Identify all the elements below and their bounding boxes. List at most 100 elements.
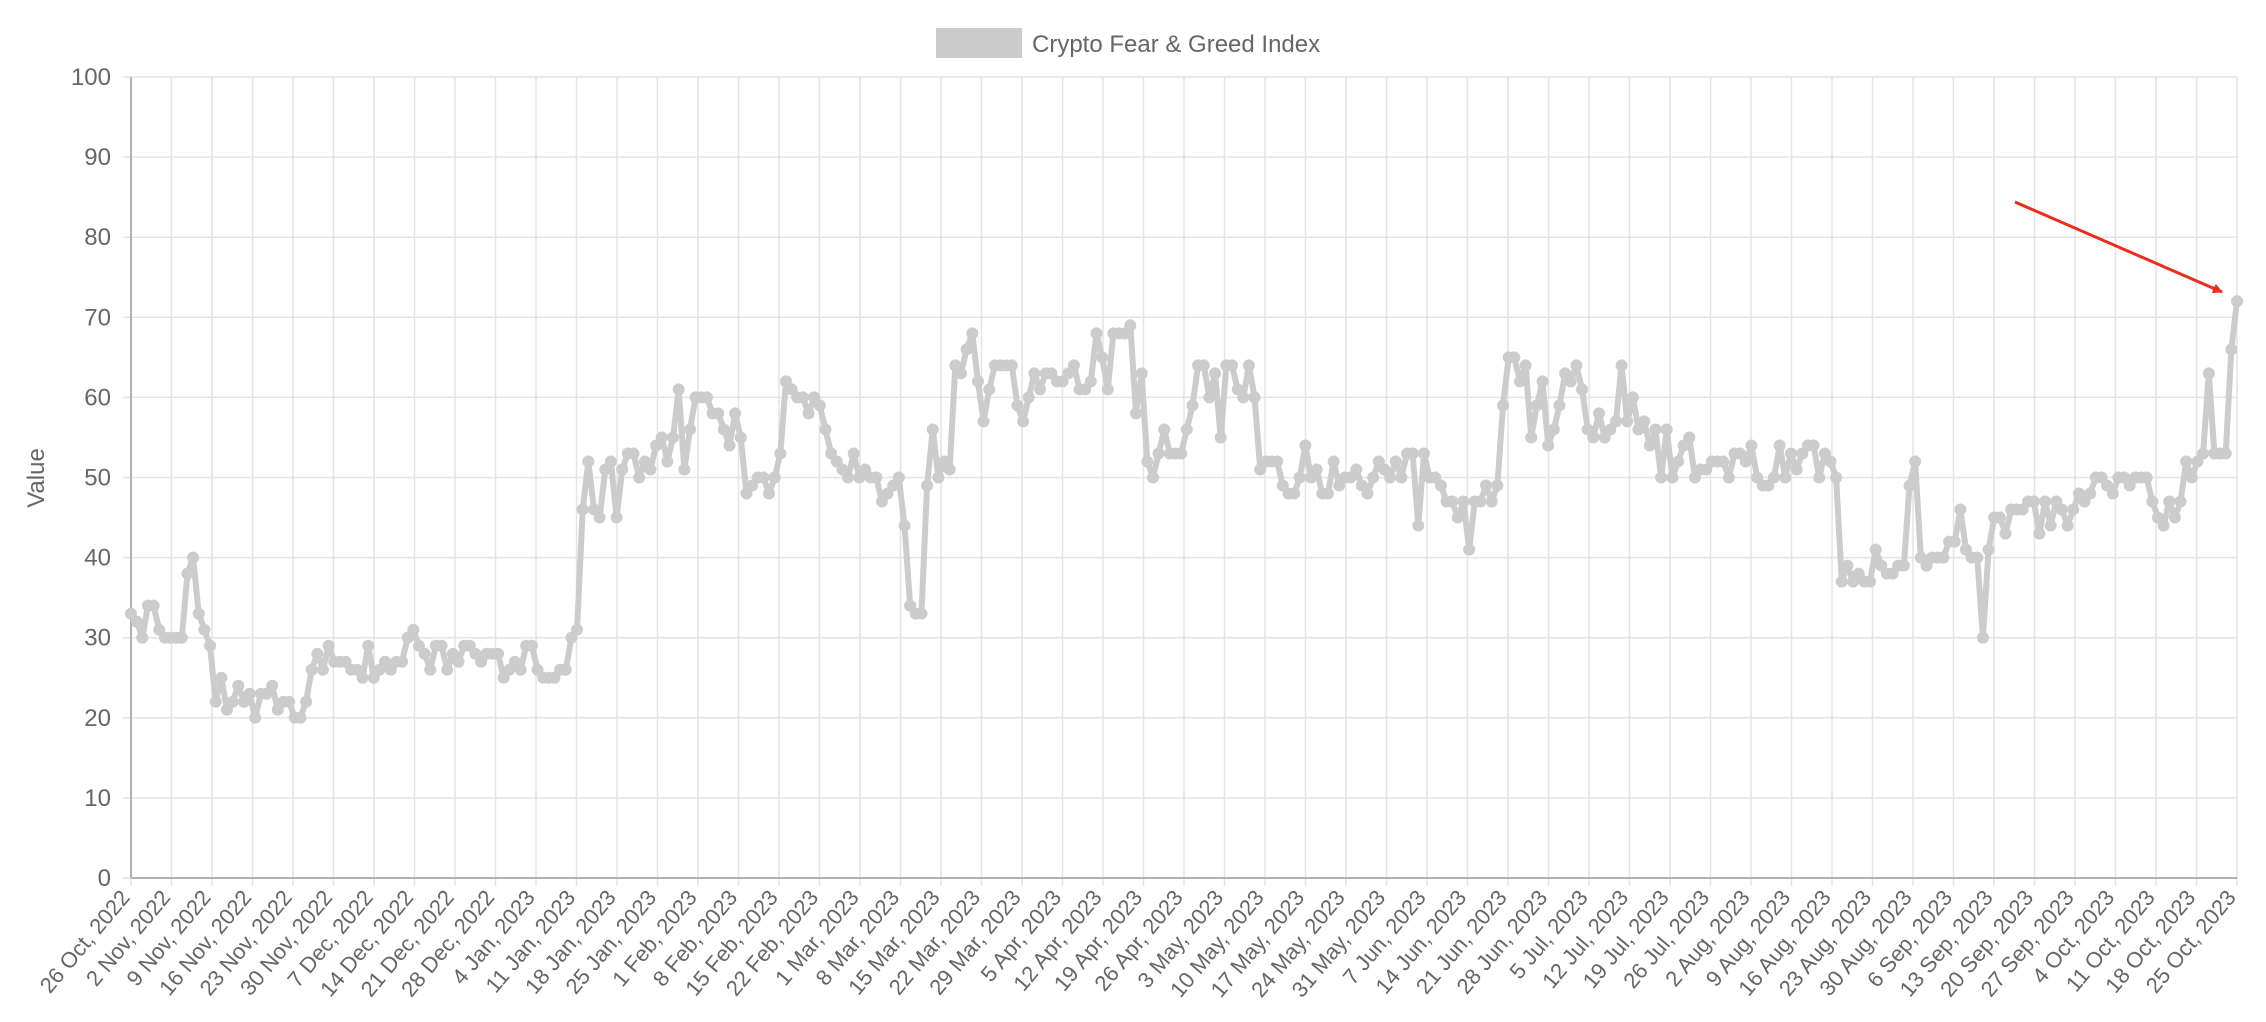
y-tick-labels: 0 10 20 30 40 50 60 70 80 90 100 bbox=[71, 64, 111, 892]
data-point bbox=[396, 655, 409, 668]
data-point bbox=[1327, 455, 1340, 468]
data-point bbox=[1293, 471, 1306, 484]
data-point bbox=[1897, 559, 1910, 572]
data-point bbox=[1745, 439, 1758, 452]
series-fear-greed bbox=[125, 295, 2243, 724]
data-point bbox=[525, 639, 538, 652]
data-point bbox=[407, 623, 420, 636]
data-point bbox=[1384, 471, 1397, 484]
data-point bbox=[616, 463, 629, 476]
data-point bbox=[1643, 439, 1656, 452]
data-point bbox=[2180, 455, 2193, 468]
data-point bbox=[198, 623, 211, 636]
data-point bbox=[356, 671, 369, 684]
data-point bbox=[774, 447, 787, 460]
data-point bbox=[915, 607, 928, 620]
data-point bbox=[1717, 455, 1730, 468]
data-point bbox=[1209, 367, 1222, 380]
data-point bbox=[576, 503, 589, 516]
data-point bbox=[1841, 559, 1854, 572]
data-point bbox=[633, 471, 646, 484]
data-point bbox=[1570, 359, 1583, 372]
data-point bbox=[1722, 471, 1735, 484]
data-point bbox=[424, 663, 437, 676]
data-point bbox=[1638, 415, 1651, 428]
data-point bbox=[700, 391, 713, 404]
data-point bbox=[2185, 471, 2198, 484]
data-point bbox=[1553, 399, 1566, 412]
data-point bbox=[2225, 343, 2238, 356]
data-point bbox=[1564, 375, 1577, 388]
data-point bbox=[1389, 455, 1402, 468]
data-point bbox=[1971, 551, 1984, 564]
data-point bbox=[1141, 455, 1154, 468]
data-point bbox=[1530, 399, 1543, 412]
data-point bbox=[1948, 535, 1961, 548]
data-point bbox=[1158, 423, 1171, 436]
data-point bbox=[1993, 511, 2006, 524]
data-point bbox=[712, 407, 725, 420]
data-point bbox=[1830, 471, 1843, 484]
data-point bbox=[1135, 367, 1148, 380]
data-point bbox=[514, 663, 527, 676]
data-point bbox=[1034, 383, 1047, 396]
data-point bbox=[661, 455, 674, 468]
data-point bbox=[2027, 495, 2040, 508]
data-point bbox=[209, 695, 222, 708]
data-point bbox=[1773, 439, 1786, 452]
y-tick-label: 0 bbox=[98, 865, 111, 892]
y-tick-label: 100 bbox=[71, 64, 111, 91]
data-point bbox=[1022, 391, 1035, 404]
data-point bbox=[1175, 447, 1188, 460]
data-point bbox=[311, 647, 324, 660]
data-point bbox=[1130, 407, 1143, 420]
data-point bbox=[1361, 487, 1374, 500]
data-point bbox=[492, 647, 504, 660]
data-point bbox=[1813, 471, 1826, 484]
data-point bbox=[1864, 575, 1876, 588]
data-point bbox=[266, 679, 279, 692]
y-tick-label: 70 bbox=[84, 304, 111, 331]
data-point bbox=[1180, 423, 1193, 436]
data-point bbox=[1660, 423, 1673, 436]
data-point bbox=[1434, 479, 1447, 492]
data-point bbox=[977, 415, 990, 428]
data-point bbox=[2231, 295, 2243, 308]
data-point bbox=[1937, 551, 1950, 564]
data-point bbox=[130, 615, 143, 628]
y-tick-label: 30 bbox=[84, 625, 111, 652]
data-point bbox=[1457, 495, 1470, 508]
data-point bbox=[1417, 447, 1430, 460]
data-point bbox=[921, 479, 934, 492]
data-point bbox=[1497, 399, 1510, 412]
data-point bbox=[435, 639, 448, 652]
data-point bbox=[1536, 375, 1549, 388]
axes bbox=[130, 77, 2237, 879]
data-point bbox=[300, 695, 313, 708]
data-point bbox=[1513, 375, 1526, 388]
data-point bbox=[1299, 439, 1312, 452]
data-point bbox=[1101, 383, 1114, 396]
y-tick-label: 90 bbox=[84, 144, 111, 171]
data-point bbox=[1982, 543, 1995, 556]
data-point bbox=[898, 519, 911, 532]
data-point bbox=[441, 663, 454, 676]
data-point bbox=[604, 455, 617, 468]
data-point bbox=[678, 463, 691, 476]
data-point bbox=[983, 383, 996, 396]
data-point bbox=[2157, 519, 2170, 532]
legend[interactable]: Crypto Fear & Greed Index bbox=[936, 28, 1320, 58]
data-point bbox=[2044, 519, 2057, 532]
data-point bbox=[1288, 487, 1301, 500]
data-point bbox=[1412, 519, 1425, 532]
data-point bbox=[1615, 359, 1628, 372]
data-point bbox=[593, 511, 606, 524]
data-point bbox=[232, 679, 245, 692]
data-point bbox=[1790, 463, 1803, 476]
data-point bbox=[1203, 391, 1216, 404]
data-point bbox=[2055, 503, 2068, 516]
data-point bbox=[322, 639, 335, 652]
data-point bbox=[1779, 471, 1792, 484]
data-point bbox=[655, 431, 668, 444]
